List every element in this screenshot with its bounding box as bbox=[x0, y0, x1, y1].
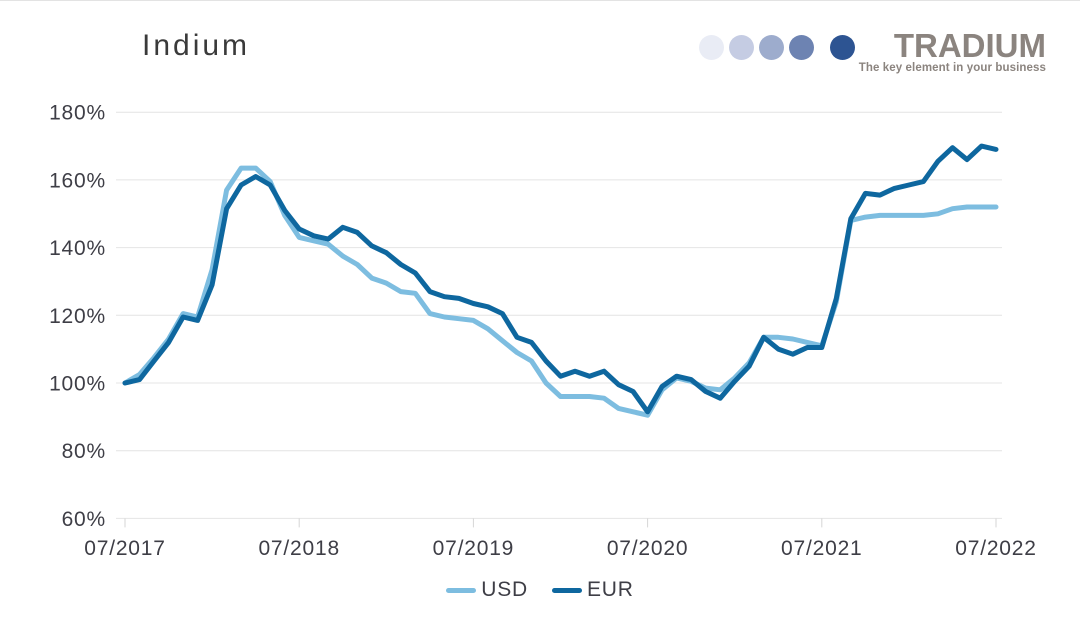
x-axis-label: 07/2019 bbox=[433, 537, 515, 560]
y-axis-label: 60% bbox=[62, 508, 106, 531]
eur-legend-label: EUR bbox=[587, 578, 634, 601]
chart-title: Indium bbox=[142, 29, 251, 62]
usd-legend-swatch bbox=[446, 587, 477, 593]
usd-legend-label: USD bbox=[481, 578, 528, 601]
logo-dot bbox=[728, 35, 754, 60]
x-axis-label: 07/2022 bbox=[955, 537, 1037, 560]
eur-line bbox=[122, 143, 999, 415]
y-axis-label: 160% bbox=[49, 169, 106, 192]
logo-dot bbox=[758, 35, 784, 60]
tradium-logo: TRADIUM The key element in your business bbox=[698, 27, 1046, 74]
y-axis-label: 80% bbox=[62, 440, 106, 463]
logo-tagline: The key element in your business bbox=[858, 62, 1046, 74]
x-axis-label: 07/2021 bbox=[781, 537, 863, 560]
logo-text: TRADIUM The key element in your business bbox=[858, 27, 1046, 74]
y-axis-label: 100% bbox=[49, 373, 106, 396]
logo-dot bbox=[788, 35, 814, 60]
chart-legend: USD EUR bbox=[0, 578, 1080, 602]
eur-legend-swatch bbox=[552, 587, 582, 593]
logo-wordmark: TRADIUM bbox=[893, 27, 1046, 64]
y-axis-label: 120% bbox=[49, 305, 106, 328]
y-axis-label: 140% bbox=[49, 237, 106, 260]
x-axis-label: 07/2020 bbox=[607, 537, 689, 560]
logo-dots bbox=[698, 35, 855, 60]
logo-dot bbox=[829, 35, 855, 60]
y-axis-label: 180% bbox=[49, 102, 106, 125]
legend-item-usd[interactable]: USD bbox=[446, 578, 528, 602]
x-axis-label: 07/2017 bbox=[84, 537, 166, 560]
logo-dot bbox=[698, 35, 724, 60]
x-axis-label: 07/2018 bbox=[258, 537, 340, 560]
legend-item-eur[interactable]: EUR bbox=[552, 578, 634, 602]
